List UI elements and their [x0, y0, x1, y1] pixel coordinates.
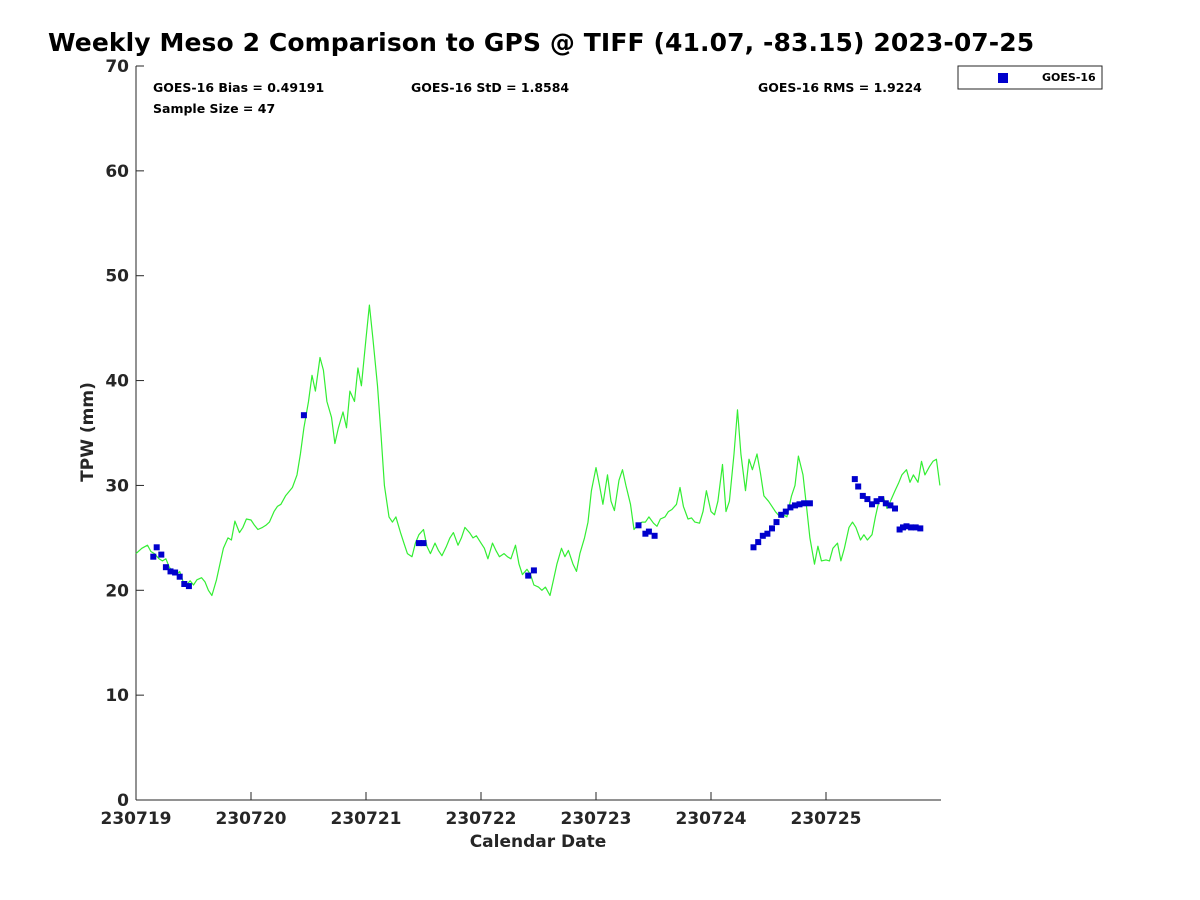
- goes16-point: [415, 540, 422, 547]
- x-tick-label: 230725: [791, 809, 862, 829]
- goes16-point: [167, 568, 174, 575]
- std-annotation: GOES-16 StD = 1.8584: [411, 80, 569, 95]
- goes16-point: [792, 502, 798, 509]
- chart-title: Weekly Meso 2 Comparison to GPS @ TIFF (…: [48, 28, 1035, 57]
- goes16-point: [769, 525, 775, 532]
- goes16-point: [172, 569, 179, 576]
- goes16-point: [651, 532, 658, 539]
- goes16-point: [764, 530, 771, 537]
- goes16-point: [787, 504, 794, 511]
- y-tick-label: 30: [105, 476, 129, 496]
- goes16-point: [887, 502, 894, 509]
- legend: GOES-16: [957, 65, 1103, 90]
- goes16-point: [903, 523, 910, 530]
- goes16-point: [773, 519, 780, 526]
- goes16-point: [162, 564, 169, 571]
- y-axis-label: TPW (mm): [78, 382, 98, 482]
- goes16-point: [917, 525, 924, 532]
- goes16-point: [525, 572, 532, 579]
- legend-box: [957, 65, 1103, 90]
- x-tick-label: 230723: [561, 809, 632, 829]
- goes16-point: [851, 476, 858, 483]
- goes16-point: [900, 524, 906, 531]
- y-tick-label: 20: [105, 581, 129, 601]
- goes16-point: [530, 567, 537, 574]
- goes16-point: [869, 501, 875, 508]
- goes16-point: [859, 492, 866, 499]
- goes16-point: [642, 530, 649, 537]
- goes16-point: [796, 501, 803, 508]
- y-tick-label: 70: [105, 57, 129, 77]
- goes16-point: [801, 500, 808, 507]
- goes16-point: [855, 483, 862, 490]
- legend-goes16-label: GOES-16: [1042, 71, 1096, 84]
- goes16-point: [759, 532, 766, 539]
- y-tick-label: 40: [105, 372, 129, 392]
- goes16-point: [912, 524, 919, 531]
- goes16-point: [778, 511, 785, 518]
- x-tick-label: 230720: [216, 809, 287, 829]
- goes16-point: [908, 524, 915, 531]
- goes16-point: [892, 505, 898, 512]
- bias-annotation: GOES-16 Bias = 0.49191: [153, 80, 324, 95]
- goes16-point: [864, 496, 871, 503]
- goes16-point: [645, 528, 652, 535]
- y-tick-label: 60: [105, 162, 129, 182]
- y-tick-label: 10: [105, 686, 129, 706]
- goes16-point: [782, 508, 789, 515]
- goes16-point: [185, 583, 192, 590]
- goes16-point: [300, 412, 307, 419]
- goes16-point: [150, 553, 157, 560]
- rms-annotation: GOES-16 RMS = 1.9224: [758, 80, 922, 95]
- goes16-point: [420, 540, 427, 547]
- goes16-point: [896, 526, 903, 533]
- y-tick-label: 0: [117, 791, 129, 811]
- goes16-point: [176, 573, 183, 580]
- goes16-point: [158, 551, 165, 558]
- goes16-point: [806, 500, 813, 507]
- x-tick-label: 230724: [676, 809, 747, 829]
- legend-goes16-marker: [998, 73, 1008, 83]
- x-axis-label: Calendar Date: [470, 832, 607, 852]
- sample-size-annotation: Sample Size = 47: [153, 101, 275, 116]
- goes16-point: [635, 522, 642, 529]
- x-tick-label: 230722: [446, 809, 517, 829]
- goes16-point: [878, 496, 885, 503]
- goes16-point: [755, 539, 762, 546]
- goes16-point: [153, 544, 160, 551]
- x-tick-label: 230721: [331, 809, 402, 829]
- gps-tpw-line: [135, 304, 941, 597]
- y-tick-label: 50: [105, 267, 129, 287]
- goes16-point: [882, 500, 889, 507]
- goes16-point: [181, 581, 188, 587]
- x-tick-label: 230719: [101, 809, 172, 829]
- plot-area: [136, 66, 941, 800]
- goes16-point: [750, 544, 757, 551]
- goes16-point: [873, 498, 880, 505]
